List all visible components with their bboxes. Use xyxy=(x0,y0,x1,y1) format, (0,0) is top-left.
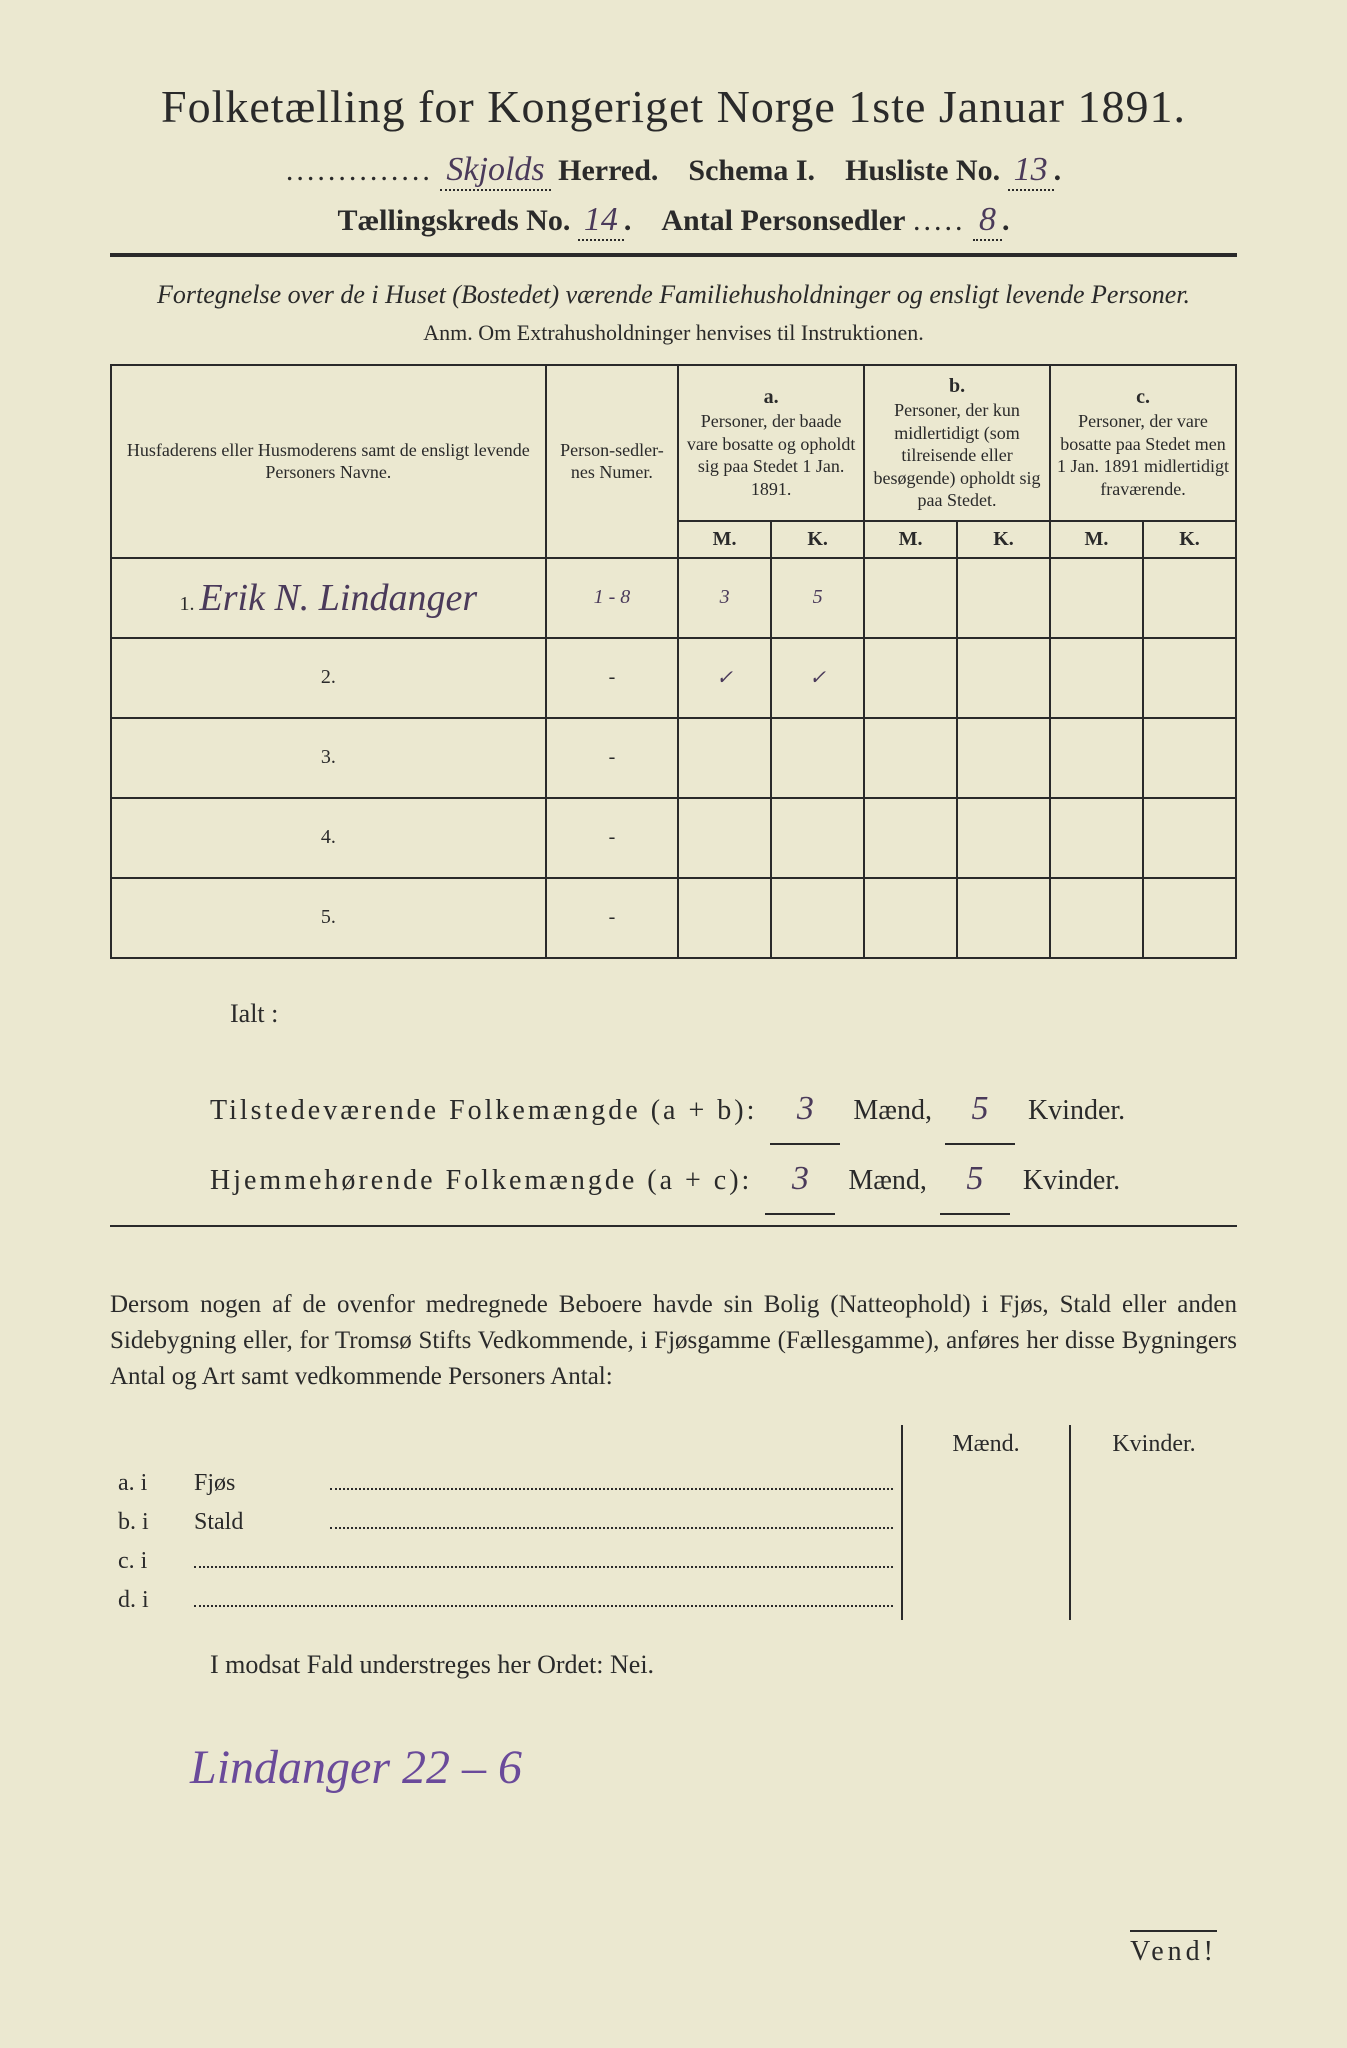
table-row: 5. - xyxy=(111,878,1236,958)
table-row: 2. - ✓ ✓ xyxy=(111,638,1236,718)
row-aK: ✓ xyxy=(771,638,864,718)
row-cM xyxy=(1050,558,1143,638)
row-name-cell: 4. xyxy=(111,798,546,878)
row-name-cell: 2. xyxy=(111,638,546,718)
col-names-header: Husfaderens eller Husmoderens samt de en… xyxy=(111,365,546,558)
row-cK xyxy=(1143,718,1236,798)
row-bK xyxy=(957,558,1050,638)
row-bK xyxy=(957,798,1050,878)
col-b-header: b. Personer, der kun midlertidigt (som t… xyxy=(864,365,1050,521)
side-row: a. i Fjøs xyxy=(110,1464,1237,1503)
row-cM xyxy=(1050,718,1143,798)
row-name-cell: 3. xyxy=(111,718,546,798)
intro-text: Fortegnelse over de i Huset (Bostedet) v… xyxy=(110,277,1237,312)
totals-ab-k: 5 xyxy=(945,1075,1015,1145)
herred-value: Skjolds xyxy=(440,151,550,191)
row-cK xyxy=(1143,638,1236,718)
side-row: d. i xyxy=(110,1581,1237,1620)
footer-handwriting: Lindanger 22 – 6 xyxy=(190,1740,1237,1795)
row-cK xyxy=(1143,878,1236,958)
divider xyxy=(110,253,1237,257)
census-form-page: Folketælling for Kongeriget Norge 1ste J… xyxy=(0,0,1347,2048)
row-aK xyxy=(771,798,864,878)
row-cK xyxy=(1143,798,1236,878)
col-a-header: a. Personer, der baade vare bosatte og o… xyxy=(678,365,864,521)
row-aK: 5 xyxy=(771,558,864,638)
row-numer: - xyxy=(546,638,678,718)
row-bM xyxy=(864,558,957,638)
col-c-k: K. xyxy=(1143,521,1236,558)
table-row: 3. - xyxy=(111,718,1236,798)
table-row: 1. Erik N. Lindanger 1 - 8 3 5 xyxy=(111,558,1236,638)
col-b-k: K. xyxy=(957,521,1050,558)
side-maend-header: Mænd. xyxy=(902,1425,1070,1464)
totals-ac-k: 5 xyxy=(940,1145,1010,1215)
anm-text: Anm. Om Extrahusholdninger henvises til … xyxy=(110,320,1237,346)
row-bK xyxy=(957,718,1050,798)
header-line-2: Tællingskreds No. 14. Antal Personsedler… xyxy=(110,201,1237,241)
vend-label: Vend! xyxy=(1130,1930,1217,1968)
row-numer: - xyxy=(546,718,678,798)
totals-line-1: Tilstedeværende Folkemængde (a + b): 3 M… xyxy=(210,1075,1237,1145)
kreds-value: 14 xyxy=(578,201,624,241)
row-bM xyxy=(864,718,957,798)
row-aK xyxy=(771,718,864,798)
page-title: Folketælling for Kongeriget Norge 1ste J… xyxy=(110,80,1237,133)
row-cM xyxy=(1050,878,1143,958)
row-name-cell: 5. xyxy=(111,878,546,958)
row-bM xyxy=(864,878,957,958)
col-a-m: M. xyxy=(678,521,771,558)
side-kvinder-header: Kvinder. xyxy=(1070,1425,1237,1464)
row-aK xyxy=(771,878,864,958)
totals-ac-m: 3 xyxy=(765,1145,835,1215)
main-table: Husfaderens eller Husmoderens samt de en… xyxy=(110,364,1237,959)
side-building-para: Dersom nogen af de ovenfor medregnede Be… xyxy=(110,1287,1237,1396)
antal-value: 8 xyxy=(973,201,1002,241)
row-aM xyxy=(678,718,771,798)
row-name-cell: 1. Erik N. Lindanger xyxy=(111,558,546,638)
row-aM: ✓ xyxy=(678,638,771,718)
antal-label: Antal Personsedler xyxy=(661,204,905,237)
row-numer: - xyxy=(546,878,678,958)
row-numer: 1 - 8 xyxy=(546,558,678,638)
husliste-value: 13 xyxy=(1008,151,1054,191)
row-bK xyxy=(957,638,1050,718)
row-aM: 3 xyxy=(678,558,771,638)
col-numer-header: Person-sedler-nes Numer. xyxy=(546,365,678,558)
header-line-1: .............. Skjolds Herred. Schema I.… xyxy=(110,151,1237,191)
leading-dots: .............. xyxy=(286,154,433,187)
row-cK xyxy=(1143,558,1236,638)
side-row: c. i xyxy=(110,1542,1237,1581)
totals-ab-m: 3 xyxy=(770,1075,840,1145)
table-body: 1. Erik N. Lindanger 1 - 8 3 5 2. - ✓ ✓ xyxy=(111,558,1236,958)
col-c-m: M. xyxy=(1050,521,1143,558)
divider xyxy=(110,1225,1237,1227)
totals-line-2: Hjemmehørende Folkemængde (a + c): 3 Mæn… xyxy=(210,1145,1237,1215)
side-building-table: Mænd. Kvinder. a. i Fjøs b. i Stald c. i… xyxy=(110,1425,1237,1620)
kreds-label: Tællingskreds No. xyxy=(338,204,571,237)
col-b-m: M. xyxy=(864,521,957,558)
nei-line: I modsat Fald understreges her Ordet: Ne… xyxy=(210,1650,1237,1680)
row-aM xyxy=(678,878,771,958)
col-a-k: K. xyxy=(771,521,864,558)
row-aM xyxy=(678,798,771,878)
row-bM xyxy=(864,798,957,878)
table-row: 4. - xyxy=(111,798,1236,878)
row-cM xyxy=(1050,798,1143,878)
col-c-header: c. Personer, der vare bosatte paa Stedet… xyxy=(1050,365,1236,521)
schema-label: Schema I. xyxy=(688,154,815,187)
row-cM xyxy=(1050,638,1143,718)
ialt-label: Ialt : xyxy=(230,999,1237,1029)
row-bK xyxy=(957,878,1050,958)
side-row: b. i Stald xyxy=(110,1503,1237,1542)
herred-label: Herred. xyxy=(558,154,658,187)
husliste-label: Husliste No. xyxy=(845,154,1000,187)
row-numer: - xyxy=(546,798,678,878)
totals-block: Tilstedeværende Folkemængde (a + b): 3 M… xyxy=(210,1075,1237,1215)
row-bM xyxy=(864,638,957,718)
